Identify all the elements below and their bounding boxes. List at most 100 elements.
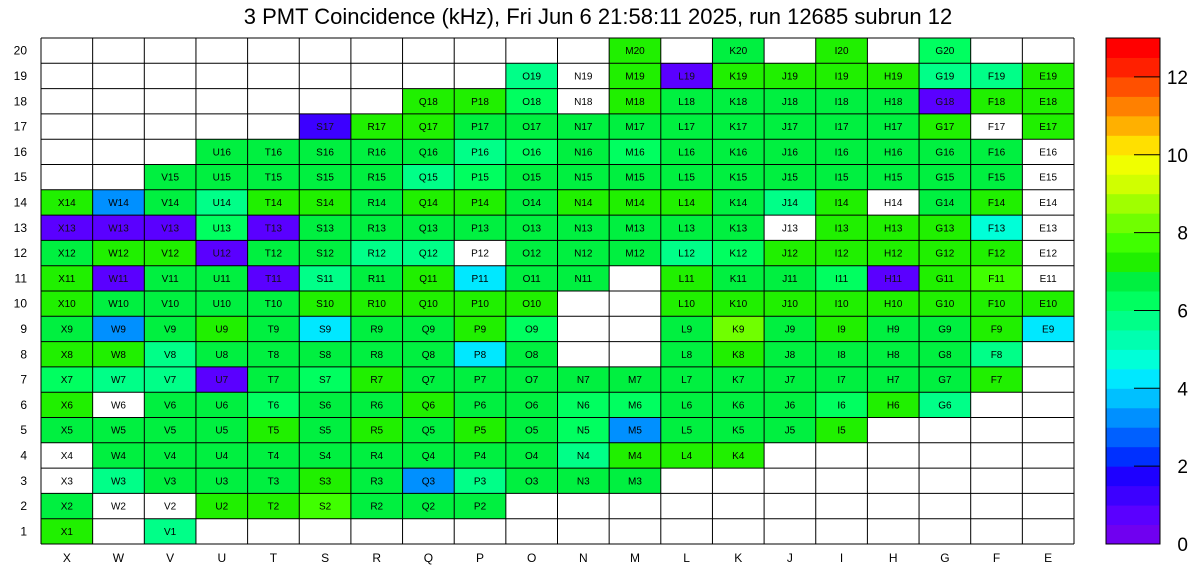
cell-label: P3: [474, 476, 487, 487]
cell-label: P5: [474, 426, 487, 437]
cell-label: N19: [574, 71, 593, 82]
heatmap-cell: [919, 215, 971, 241]
x-tick-label: J: [787, 551, 793, 565]
heatmap-cell: [815, 265, 868, 291]
heatmap-cell: [402, 164, 455, 190]
cell-label: N16: [574, 147, 593, 158]
heatmap-cell: [454, 316, 506, 342]
colorbar-tick-label: 0: [1177, 535, 1188, 556]
cell-label: X13: [58, 223, 76, 234]
cell-label: E12: [1039, 249, 1057, 260]
heatmap-cell: [144, 442, 196, 469]
cell-label: X4: [61, 451, 74, 462]
heatmap-cell: [299, 442, 351, 469]
cell-label: J13: [782, 223, 799, 234]
heatmap-cell: [867, 392, 920, 418]
heatmap-cell: [764, 164, 816, 190]
heatmap-cell: [402, 139, 455, 165]
heatmap-cell: [454, 88, 506, 114]
heatmap-cell: [144, 265, 196, 291]
colorbar-segment: [1106, 427, 1160, 448]
heatmap-cell: [557, 468, 610, 494]
cell-label: P16: [471, 147, 489, 158]
cell-label: K7: [732, 375, 745, 386]
colorbar-tick-label: 4: [1177, 379, 1188, 400]
heatmap-cell: [505, 366, 558, 393]
heatmap-cell: [712, 341, 765, 367]
cell-label: Q15: [419, 173, 438, 184]
heatmap-cell: [299, 291, 351, 317]
cell-label: E18: [1039, 97, 1057, 108]
cell-label: I16: [835, 147, 849, 158]
cell-label: X8: [61, 350, 74, 361]
cell-label: H11: [884, 274, 902, 285]
heatmap-cell: [92, 291, 145, 317]
heatmap-cell: [1022, 113, 1074, 140]
cell-label: O17: [522, 122, 541, 133]
heatmap-cell: [505, 113, 558, 140]
cell-label: K5: [732, 426, 745, 437]
cell-label: K17: [729, 122, 747, 133]
cell-label: R2: [370, 502, 383, 513]
cell-label: P2: [474, 502, 487, 513]
heatmap-cell: [350, 189, 403, 216]
heatmap-cell: [764, 189, 816, 216]
cell-label: X12: [58, 249, 76, 260]
cell-label: V14: [161, 198, 179, 209]
cell-label: X6: [61, 400, 74, 411]
cell-label: P13: [471, 223, 489, 234]
heatmap-cell: [764, 139, 816, 165]
heatmap-cell: [247, 468, 300, 494]
heatmap-cell: [299, 139, 351, 165]
cell-label: M20: [625, 46, 645, 57]
cell-label: O4: [525, 451, 539, 462]
cell-label: V3: [164, 476, 177, 487]
cell-label: Q6: [422, 400, 436, 411]
cell-label: J12: [782, 249, 799, 260]
cell-label: G10: [935, 299, 954, 310]
heatmap-cell: [764, 265, 816, 291]
heatmap-cell: [144, 518, 196, 544]
x-tick-label: R: [372, 551, 381, 565]
heatmap-cell: [712, 392, 765, 418]
cell-label: L7: [681, 375, 693, 386]
cell-label: W7: [111, 375, 126, 386]
heatmap-cell: [764, 63, 816, 89]
cell-label: M17: [625, 122, 645, 133]
cell-label: W13: [108, 223, 129, 234]
cell-label: O19: [522, 71, 541, 82]
heatmap-cell: [557, 88, 610, 114]
heatmap-cell: [867, 291, 920, 317]
cell-label: U11: [213, 274, 231, 285]
heatmap-cell: [1022, 265, 1074, 291]
heatmap-cell: [1022, 63, 1074, 89]
cell-label: U7: [215, 375, 228, 386]
cell-label: O16: [522, 147, 541, 158]
cell-label: M15: [625, 173, 645, 184]
cell-label: I5: [837, 426, 846, 437]
cell-label: U13: [213, 223, 232, 234]
cell-label: U9: [215, 324, 228, 335]
y-tick-label: 8: [20, 347, 27, 361]
heatmap-cell: [764, 215, 816, 241]
cell-label: Q16: [419, 147, 438, 158]
heatmap-cell: [1022, 316, 1074, 342]
heatmap-cell: [299, 493, 351, 519]
heatmap-cell: [299, 265, 351, 291]
heatmap-cell: [660, 139, 713, 165]
heatmap-cell: [557, 392, 610, 418]
heatmap-cell: [1022, 189, 1074, 216]
heatmap-cell: [505, 341, 558, 367]
cell-label: K9: [732, 324, 745, 335]
heatmap-cell: [1022, 291, 1074, 317]
cell-label: R8: [370, 350, 383, 361]
cell-label: J9: [785, 324, 796, 335]
cell-label: L4: [681, 451, 693, 462]
heatmap-cell: [402, 316, 455, 342]
cell-label: J19: [782, 71, 799, 82]
cell-label: V7: [164, 375, 177, 386]
cell-label: R16: [368, 147, 387, 158]
heatmap-cell: [609, 139, 661, 165]
cell-label: E13: [1039, 223, 1057, 234]
